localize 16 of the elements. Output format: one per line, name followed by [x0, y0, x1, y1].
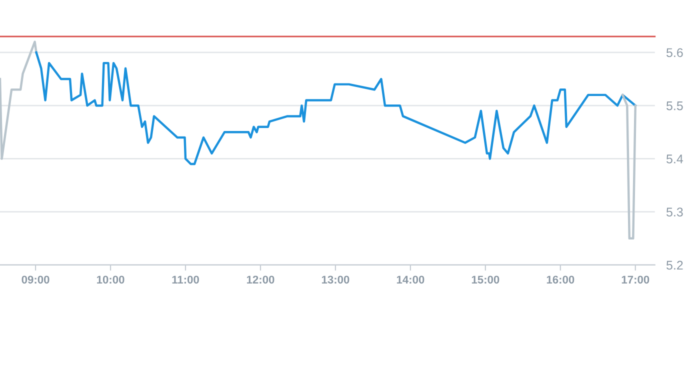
- y-tick-label: 5.6: [666, 48, 683, 58]
- y-tick-label: 5.5: [666, 102, 683, 110]
- x-tick-label: 10:00: [97, 276, 124, 284]
- y-tick-label: 5.2: [666, 260, 683, 270]
- x-tick-label: 15:00: [472, 276, 500, 284]
- x-tick-label: 11:00: [172, 276, 199, 284]
- x-tick-label: 09:00: [22, 276, 50, 284]
- y-tick-label: 5.4: [666, 154, 684, 164]
- x-tick-label: 13:00: [322, 276, 350, 284]
- line-series: [35, 51, 636, 166]
- x-tick-label: 16:00: [546, 276, 574, 284]
- x-tick-label: 17:00: [622, 276, 650, 284]
- line-series: [0, 40, 38, 160]
- y-tick-label: 5.3: [666, 208, 683, 217]
- x-tick-label: 12:00: [246, 276, 274, 284]
- x-tick-label: 14:00: [396, 276, 424, 284]
